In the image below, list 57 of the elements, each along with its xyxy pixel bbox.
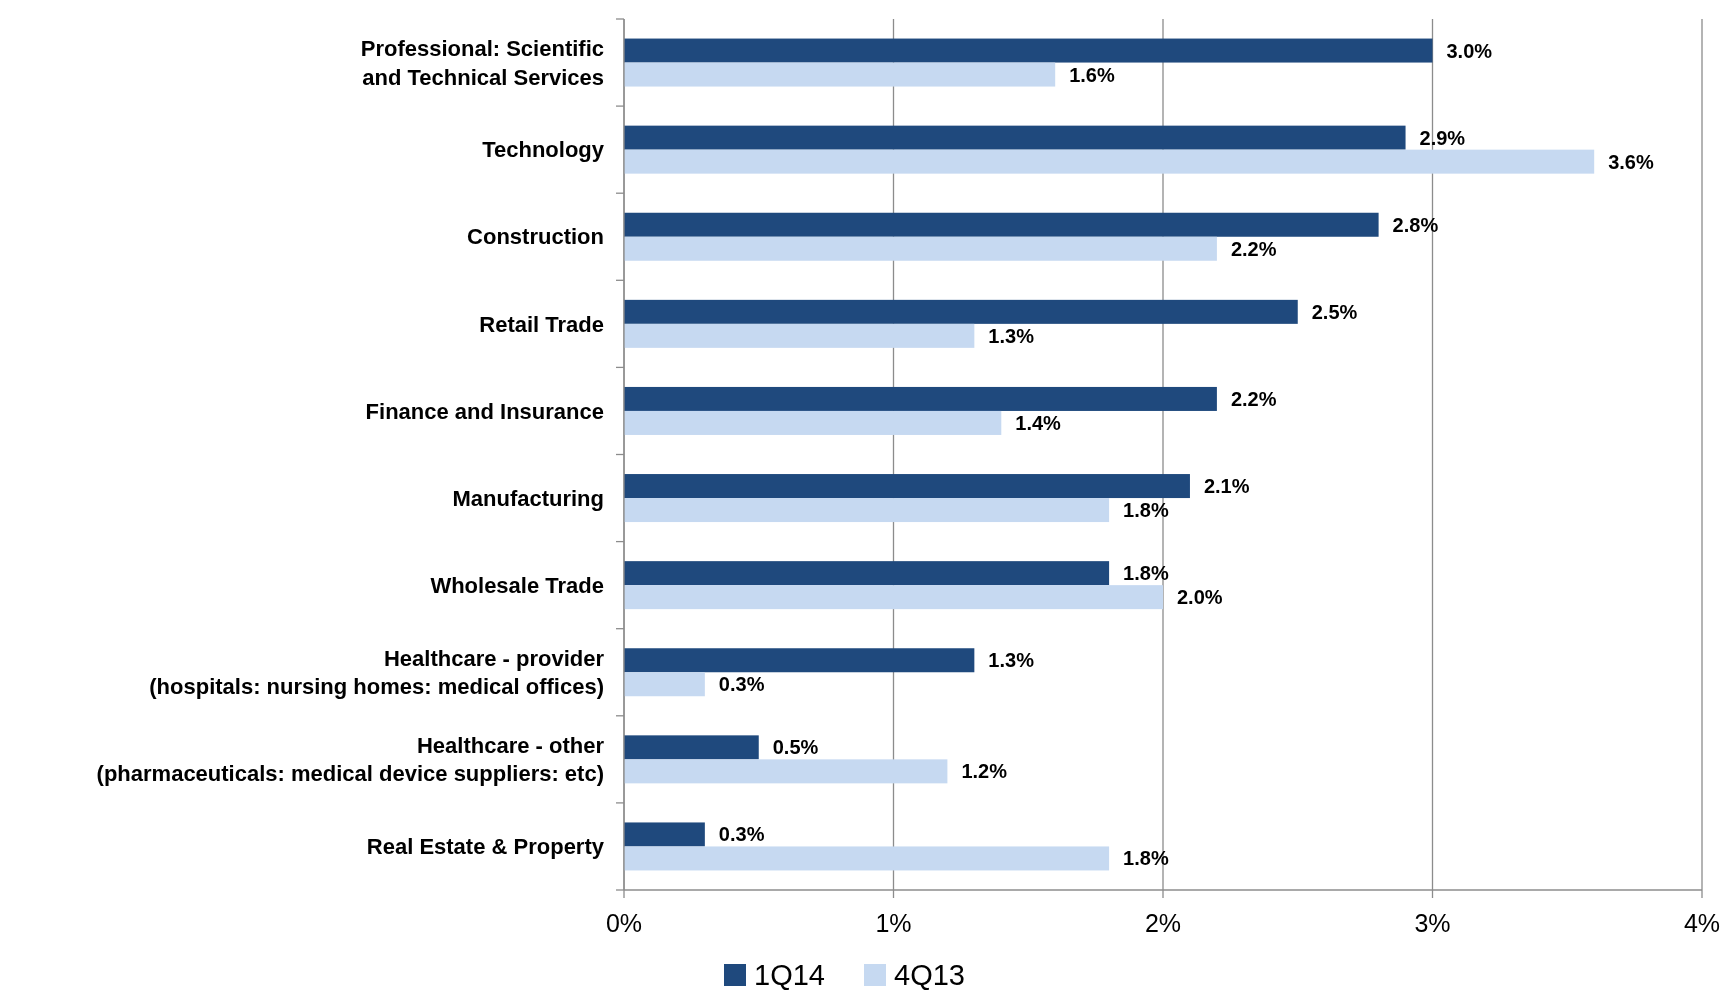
bar [624,585,1163,610]
bar [624,38,1433,63]
x-tick-label: 4% [1683,909,1721,937]
bar [624,149,1595,174]
bar [624,648,975,673]
bar [624,735,759,760]
text: 2.1% [1203,475,1250,498]
bar [624,299,1298,324]
text: 2.2% [1230,387,1277,410]
y-tick-label: Real Estate & Property [366,834,605,860]
text: 2.0% [1177,586,1223,609]
text: 0.3% [718,823,765,846]
y-tick-label: Finance and Insurance [365,398,604,424]
bar [624,212,1379,237]
text: 3.0% [1446,39,1493,62]
x-tick-label: 1% [875,909,912,937]
x-tick-label: 3% [1414,909,1451,937]
text: 2.2% [1230,237,1277,260]
legend-label: 1Q14 [754,959,825,992]
bar [624,410,1002,435]
text: 1.3% [988,324,1034,347]
bar [624,759,948,784]
text: 3.6% [1608,150,1654,173]
text: 1.8% [1123,847,1169,870]
text: 1.6% [1069,63,1115,86]
text: 1.2% [961,760,1007,783]
y-tick-label: Healthcare - other (pharmaceuticals: medical device suppliers: etc) [96,732,605,787]
bar [624,672,705,697]
y-tick-label: Wholesale Trade [430,572,604,598]
text: 2.8% [1392,213,1439,236]
bar [624,822,705,847]
legend-label: 4Q13 [894,959,965,992]
text: 1.8% [1123,499,1169,522]
y-tick-label: Manufacturing [452,485,604,511]
text: 1.3% [988,649,1034,672]
y-tick-label: Retail Trade [479,311,604,337]
text: 0.5% [772,736,819,759]
bar [624,125,1406,150]
y-tick-label: Healthcare - provider (hospitals: nursing homes: medical offices) [149,645,605,700]
text: 2.5% [1311,300,1358,323]
y-tick-label: Professional: Scientific and Technical Services [360,35,604,90]
bar [624,386,1217,411]
x-tick-label: 2% [1144,909,1182,937]
bar [624,236,1217,261]
text: 1.8% [1123,562,1169,585]
y-tick-label: Technology [482,137,605,163]
text: 2.9% [1419,126,1466,149]
y-tick-label: Construction [467,224,604,250]
text: 1.4% [1015,411,1061,434]
bar [624,498,1110,523]
bar [624,846,1110,871]
bar [624,62,1056,87]
bar [624,474,1190,499]
text: 0.3% [718,673,765,696]
bar [624,561,1110,586]
bar [624,323,975,348]
x-tick-label: 0% [605,909,643,937]
